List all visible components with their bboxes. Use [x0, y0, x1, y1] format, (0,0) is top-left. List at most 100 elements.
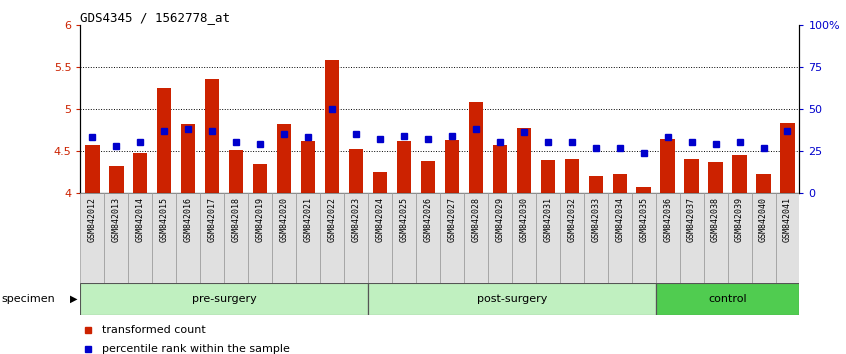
Bar: [488, 193, 512, 283]
Text: GSM842032: GSM842032: [568, 198, 576, 242]
Text: GSM842017: GSM842017: [208, 198, 217, 242]
Bar: [420, 161, 435, 193]
Text: GSM842030: GSM842030: [519, 198, 528, 242]
Bar: [152, 193, 176, 283]
Bar: [776, 193, 799, 283]
Bar: [344, 193, 368, 283]
Text: GSM842018: GSM842018: [232, 198, 240, 242]
Bar: [80, 283, 368, 315]
Bar: [368, 193, 392, 283]
Bar: [780, 123, 794, 193]
Bar: [157, 88, 172, 193]
Bar: [661, 139, 675, 193]
Text: GSM842036: GSM842036: [663, 198, 672, 242]
Bar: [320, 193, 344, 283]
Bar: [373, 172, 387, 193]
Text: control: control: [708, 294, 747, 304]
Text: post-surgery: post-surgery: [476, 294, 547, 304]
Text: GSM842034: GSM842034: [615, 198, 624, 242]
Bar: [104, 193, 129, 283]
Text: GSM842038: GSM842038: [711, 198, 720, 242]
Text: GSM842039: GSM842039: [735, 198, 744, 242]
Bar: [201, 193, 224, 283]
Text: GSM842023: GSM842023: [352, 198, 360, 242]
Bar: [229, 150, 244, 193]
Bar: [704, 193, 728, 283]
Text: GSM842016: GSM842016: [184, 198, 193, 242]
Bar: [392, 193, 416, 283]
Bar: [733, 155, 747, 193]
Bar: [512, 193, 536, 283]
Bar: [325, 60, 339, 193]
Text: GSM842033: GSM842033: [591, 198, 600, 242]
Bar: [133, 153, 147, 193]
Bar: [440, 193, 464, 283]
Bar: [181, 124, 195, 193]
Text: GSM842028: GSM842028: [471, 198, 481, 242]
Bar: [728, 193, 751, 283]
Bar: [684, 159, 699, 193]
Text: GSM842025: GSM842025: [399, 198, 409, 242]
Text: GSM842026: GSM842026: [424, 198, 432, 242]
Text: GSM842041: GSM842041: [783, 198, 792, 242]
Bar: [129, 193, 152, 283]
Bar: [492, 145, 507, 193]
Bar: [613, 175, 627, 193]
Bar: [109, 166, 124, 193]
Bar: [416, 193, 440, 283]
Text: GSM842029: GSM842029: [496, 198, 504, 242]
Text: GSM842035: GSM842035: [640, 198, 648, 242]
Bar: [517, 128, 531, 193]
Bar: [469, 102, 483, 193]
Bar: [176, 193, 201, 283]
Bar: [205, 79, 219, 193]
Bar: [679, 193, 704, 283]
Bar: [445, 140, 459, 193]
Bar: [589, 176, 603, 193]
Bar: [607, 193, 632, 283]
Bar: [756, 175, 771, 193]
Bar: [296, 193, 320, 283]
Bar: [656, 193, 679, 283]
Bar: [584, 193, 607, 283]
Text: GSM842027: GSM842027: [448, 198, 456, 242]
Bar: [397, 141, 411, 193]
Bar: [224, 193, 248, 283]
Text: transformed count: transformed count: [102, 325, 206, 335]
Bar: [632, 193, 656, 283]
Bar: [751, 193, 776, 283]
Text: specimen: specimen: [2, 294, 56, 304]
Text: GSM842013: GSM842013: [112, 198, 121, 242]
Bar: [272, 193, 296, 283]
Text: GSM842040: GSM842040: [759, 198, 768, 242]
Text: GDS4345 / 1562778_at: GDS4345 / 1562778_at: [80, 11, 230, 24]
Text: GSM842024: GSM842024: [376, 198, 384, 242]
Bar: [636, 187, 651, 193]
Text: GSM842022: GSM842022: [327, 198, 337, 242]
Text: GSM842021: GSM842021: [304, 198, 312, 242]
Text: GSM842014: GSM842014: [136, 198, 145, 242]
Bar: [301, 141, 316, 193]
Text: GSM842015: GSM842015: [160, 198, 168, 242]
Text: percentile rank within the sample: percentile rank within the sample: [102, 344, 290, 354]
Bar: [536, 193, 560, 283]
Bar: [349, 149, 363, 193]
Text: GSM842012: GSM842012: [88, 198, 96, 242]
Bar: [80, 193, 104, 283]
Text: GSM842031: GSM842031: [543, 198, 552, 242]
Text: GSM842020: GSM842020: [280, 198, 288, 242]
Bar: [277, 124, 291, 193]
Text: ▶: ▶: [70, 294, 78, 304]
Text: GSM842037: GSM842037: [687, 198, 696, 242]
Bar: [541, 160, 555, 193]
Bar: [85, 145, 100, 193]
Text: GSM842019: GSM842019: [255, 198, 265, 242]
Bar: [656, 283, 799, 315]
Bar: [560, 193, 584, 283]
Bar: [248, 193, 272, 283]
Bar: [368, 283, 656, 315]
Bar: [708, 162, 722, 193]
Text: pre-surgery: pre-surgery: [192, 294, 256, 304]
Bar: [464, 193, 488, 283]
Bar: [564, 159, 579, 193]
